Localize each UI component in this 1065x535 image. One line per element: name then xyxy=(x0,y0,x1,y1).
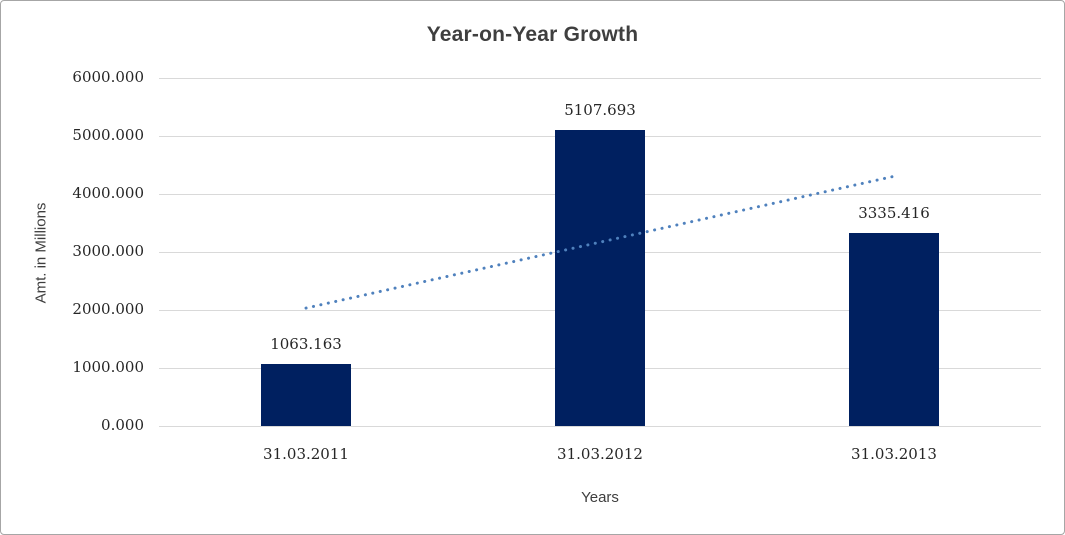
y-axis-tick-label: 3000.000 xyxy=(72,242,144,260)
chart-title: Year-on-Year Growth xyxy=(426,23,639,46)
plot-area: 1063.163 5107.693 3335.416 xyxy=(159,77,1041,427)
y-axis-tick-label: 0.000 xyxy=(101,416,144,434)
trendline-layer xyxy=(304,174,896,310)
y-axis-tick-label: 2000.000 xyxy=(72,300,144,318)
x-axis-tick-label: 31.03.2013 xyxy=(851,445,937,463)
bar-31.03.2013 xyxy=(849,232,939,426)
gridline xyxy=(159,425,1041,427)
linear-trendline xyxy=(304,174,896,310)
y-axis-tick-label: 5000.000 xyxy=(72,126,144,144)
gridline xyxy=(159,77,1041,79)
x-axis-tick-label: 31.03.2011 xyxy=(263,445,349,463)
y-axis-tick-label: 4000.000 xyxy=(72,184,144,202)
x-axis-tick-label: 31.03.2012 xyxy=(557,445,643,463)
y-axis-tick-label: 6000.000 xyxy=(72,68,144,86)
y-axis-tick-label: 1000.000 xyxy=(72,358,144,376)
data-label: 3335.416 xyxy=(858,203,930,222)
data-label: 5107.693 xyxy=(564,100,636,119)
bar-31.03.2012 xyxy=(555,129,645,426)
x-axis-title: Years xyxy=(581,489,619,506)
bar-31.03.2011 xyxy=(261,364,351,426)
data-label: 1063.163 xyxy=(270,335,342,354)
